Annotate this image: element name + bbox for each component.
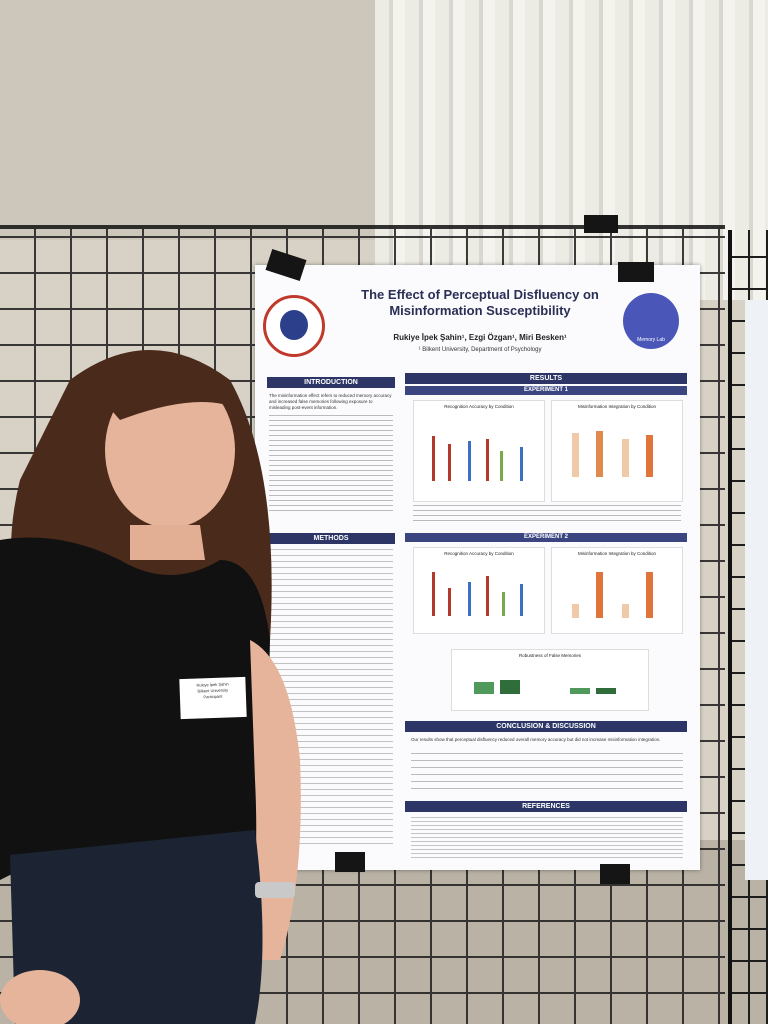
poster-affiliation: ¹ Bilkent University, Department of Psyc… [418, 347, 542, 353]
chart-panel: Misinformation Integration by Condition [551, 547, 683, 634]
bar [596, 431, 603, 477]
bar [646, 435, 653, 477]
intro-body [269, 415, 393, 515]
bar [596, 688, 616, 694]
section-header: CONCLUSION & DISCUSSION [405, 721, 687, 732]
bar [500, 451, 503, 481]
binder-clip [584, 215, 618, 233]
bar [502, 592, 505, 616]
lab-logo-text: Memory Lab [637, 337, 665, 343]
bar [500, 680, 520, 694]
bar [646, 572, 653, 618]
bar [486, 439, 489, 481]
binder-clip [335, 852, 365, 872]
neck [130, 525, 205, 560]
chart-panel: Misinformation Integration by Condition [551, 400, 683, 502]
chart-panel: Robustness of False Memories [451, 649, 649, 711]
result-text [413, 505, 681, 525]
name-tag-role: Participant [203, 693, 223, 700]
intro-text: The misinformation effect refers to redu… [269, 393, 392, 410]
lab-logo: Memory Lab [623, 293, 679, 349]
bar [486, 576, 489, 616]
university-logo [263, 295, 325, 357]
chart-title: Misinformation Integration by Condition [577, 551, 657, 556]
bar [432, 436, 435, 481]
poster-authors: Rukiye İpek Şahin¹, Ezgi Özgan¹, Miri Be… [393, 333, 567, 342]
chart-title: Misinformation Integration by Condition [577, 404, 657, 409]
bar [572, 433, 579, 477]
conclusion-text: Our results show that perceptual disflue… [411, 737, 661, 742]
wall [0, 0, 380, 240]
bar [468, 441, 471, 481]
section-header: INTRODUCTION [267, 377, 395, 388]
subsection-header: EXPERIMENT 2 [405, 533, 687, 542]
bar [468, 582, 471, 616]
bar [520, 584, 523, 616]
chart-panel: Recognition Accuracy by Condition [413, 400, 545, 502]
logo-shield [280, 310, 308, 340]
chart-title: Recognition Accuracy by Condition [444, 551, 514, 556]
chart-title: Robustness of False Memories [518, 653, 582, 658]
bar [520, 447, 523, 481]
bar [622, 604, 629, 618]
neighbor-poster [745, 300, 768, 880]
section-header: REFERENCES [405, 801, 687, 812]
binder-clip [600, 864, 630, 884]
section-header: RESULTS [405, 373, 687, 384]
hand [0, 970, 80, 1024]
bar [596, 572, 603, 618]
poster-title: The Effect of Perceptual Disfluency on M… [361, 287, 599, 318]
name-tag: Rukiye İpek Şahin Bilkent University Par… [179, 676, 247, 720]
bar [432, 572, 435, 616]
chart-title: Recognition Accuracy by Condition [444, 404, 514, 409]
bar [448, 444, 451, 481]
bar [570, 688, 590, 694]
conclusion-body [411, 751, 683, 795]
hair-top [85, 360, 240, 420]
bar [474, 682, 494, 694]
binder-clip [618, 262, 654, 282]
watch [255, 882, 295, 898]
references-body [411, 817, 683, 861]
bar [572, 604, 579, 618]
subsection-header: EXPERIMENT 1 [405, 386, 687, 395]
top [0, 537, 270, 880]
bar [622, 439, 629, 477]
poster: Memory Lab The Effect of Perceptual Disf… [255, 265, 700, 870]
section-header: METHODS [267, 533, 395, 544]
chart-panel: Recognition Accuracy by Condition [413, 547, 545, 634]
bar [448, 588, 451, 616]
jeans [10, 830, 263, 1024]
